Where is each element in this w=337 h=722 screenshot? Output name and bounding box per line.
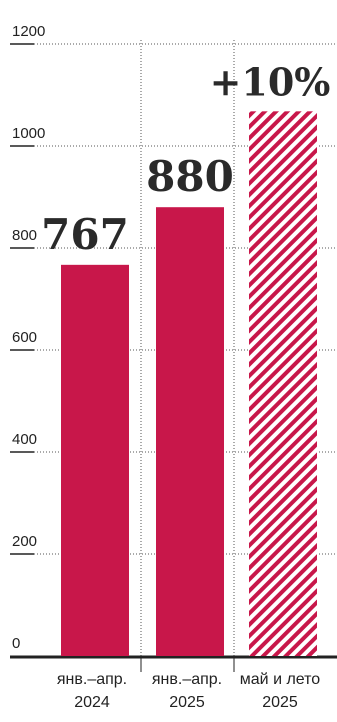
x-tick-label: 2024: [74, 694, 110, 711]
x-tick-label: май и лето: [240, 671, 321, 688]
bar-hatched: [249, 111, 317, 656]
bar: [61, 264, 129, 656]
bars: [61, 111, 317, 656]
bar: [156, 207, 224, 656]
grid-lines: [10, 40, 337, 672]
value-label: +10%: [210, 59, 331, 104]
x-tick-label: янв.–апр.: [152, 671, 222, 688]
value-label: 767: [41, 210, 129, 259]
x-tick-label: 2025: [262, 694, 298, 711]
y-tick-label: 1000: [12, 125, 45, 142]
y-tick-label: 800: [12, 227, 37, 244]
y-tick-label: 200: [12, 533, 37, 550]
y-tick-label: 0: [12, 635, 20, 652]
y-tick-label: 400: [12, 431, 37, 448]
value-label: 880: [146, 152, 234, 201]
x-tick-label: янв.–апр.: [57, 671, 127, 688]
y-tick-label: 1200: [12, 23, 45, 40]
x-tick-label: 2025: [169, 694, 205, 711]
y-tick-label: 600: [12, 329, 37, 346]
labels: 0 200 400 600 800 1000 1200 767 янв.–апр. 2024 880…: [12, 23, 330, 711]
